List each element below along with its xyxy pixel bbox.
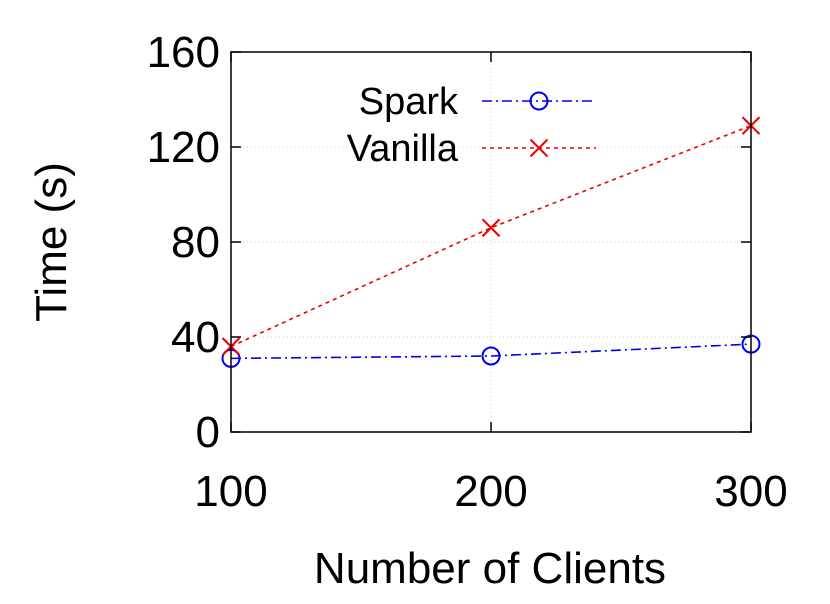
y-tick-label: 120 <box>147 123 220 172</box>
spark-point <box>481 346 501 366</box>
legend-marker-spark <box>529 91 549 111</box>
legend-marker-vanilla <box>529 138 549 158</box>
vanilla-point <box>481 218 501 237</box>
y-tick-label: 40 <box>171 313 220 362</box>
x-tick-label: 100 <box>194 467 267 516</box>
y-axis-title: Time (s) <box>27 162 76 322</box>
axis-ticks: 0 40 80 120 160 100 200 300 <box>147 28 788 516</box>
grid-lines <box>231 52 751 432</box>
y-tick-label: 160 <box>147 28 220 77</box>
legend-label-vanilla: Vanilla <box>347 128 459 170</box>
x-tick-label: 200 <box>454 467 527 516</box>
legend-label-spark: Spark <box>359 81 459 123</box>
y-tick-label: 0 <box>196 408 220 457</box>
x-axis-title: Number of Clients <box>314 544 666 593</box>
legend: Spark Vanilla <box>347 81 596 170</box>
x-tick-label: 300 <box>714 467 787 516</box>
vanilla-line <box>230 124 752 348</box>
spark-line <box>230 343 752 360</box>
y-tick-label: 80 <box>171 218 220 267</box>
